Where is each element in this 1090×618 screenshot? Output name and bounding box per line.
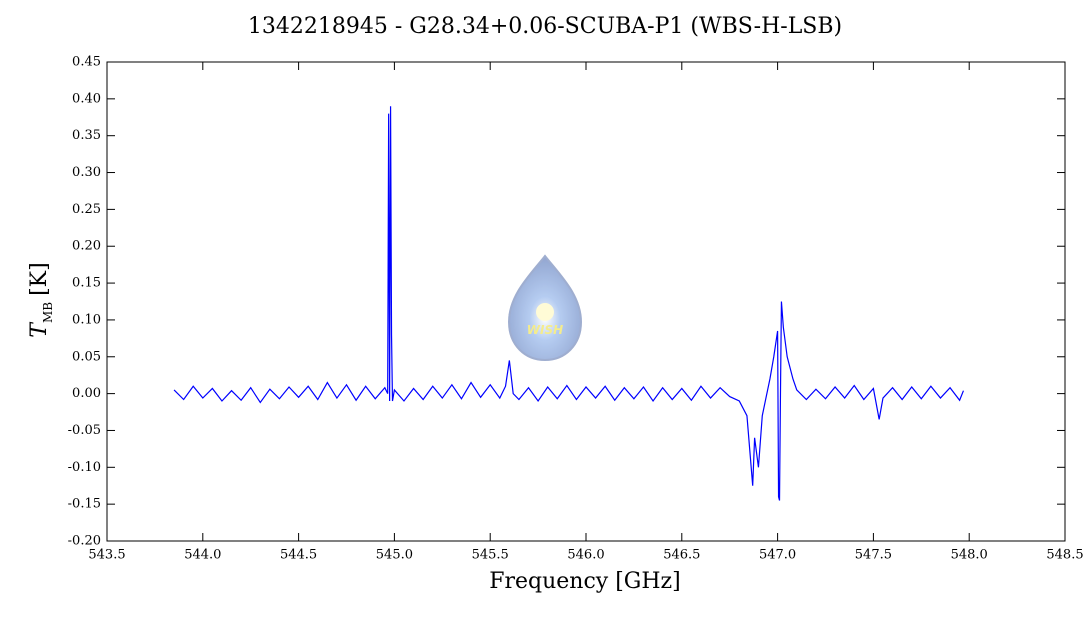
- y-label-sub: MB: [41, 302, 55, 323]
- y-tick-label: 0.15: [72, 276, 101, 291]
- y-label-unit: [K]: [27, 262, 52, 296]
- x-tick-label: 545.5: [472, 548, 509, 563]
- y-axis-label: TMB [K]: [27, 262, 55, 337]
- y-tick-label: 0.35: [72, 128, 101, 143]
- x-tick-label: 546.0: [567, 548, 604, 563]
- x-tick-label: 547.0: [759, 548, 796, 563]
- spectrum-line: [173, 106, 965, 501]
- y-tick-label: -0.20: [68, 534, 101, 549]
- y-tick-label: 0.00: [72, 386, 101, 401]
- x-tick-label: 545.0: [376, 548, 413, 563]
- watermark-text: WISH: [527, 323, 563, 337]
- y-tick-label: 0.10: [72, 312, 101, 327]
- x-tick-label: 546.5: [663, 548, 700, 563]
- x-axis-label: Frequency [GHz]: [489, 569, 681, 594]
- x-tick-label: 544.5: [280, 548, 317, 563]
- y-tick-label: 0.45: [72, 55, 101, 70]
- watermark-star: [536, 303, 554, 321]
- y-tick-label: 0.20: [72, 239, 101, 254]
- y-label-main: T: [27, 321, 52, 338]
- x-tick-label: 543.5: [88, 548, 125, 563]
- y-tick-label: 0.40: [72, 91, 101, 106]
- y-tick-label: -0.10: [68, 460, 101, 475]
- y-tick-label: 0.30: [72, 165, 101, 180]
- chart-title: 1342218945 - G28.34+0.06-SCUBA-P1 (WBS-H…: [248, 14, 842, 39]
- y-tick-label: -0.15: [68, 497, 101, 512]
- x-tick-label: 547.5: [855, 548, 892, 563]
- watermark: WISH: [507, 254, 583, 362]
- y-tick-label: -0.05: [68, 423, 101, 438]
- x-tick-label: 548.5: [1046, 548, 1083, 563]
- x-tick-label: 544.0: [184, 548, 221, 563]
- x-tick-label: 548.0: [951, 548, 988, 563]
- y-tick-label: 0.05: [72, 349, 101, 364]
- plot-frame: [106, 61, 1066, 542]
- y-tick-label: 0.25: [72, 202, 101, 217]
